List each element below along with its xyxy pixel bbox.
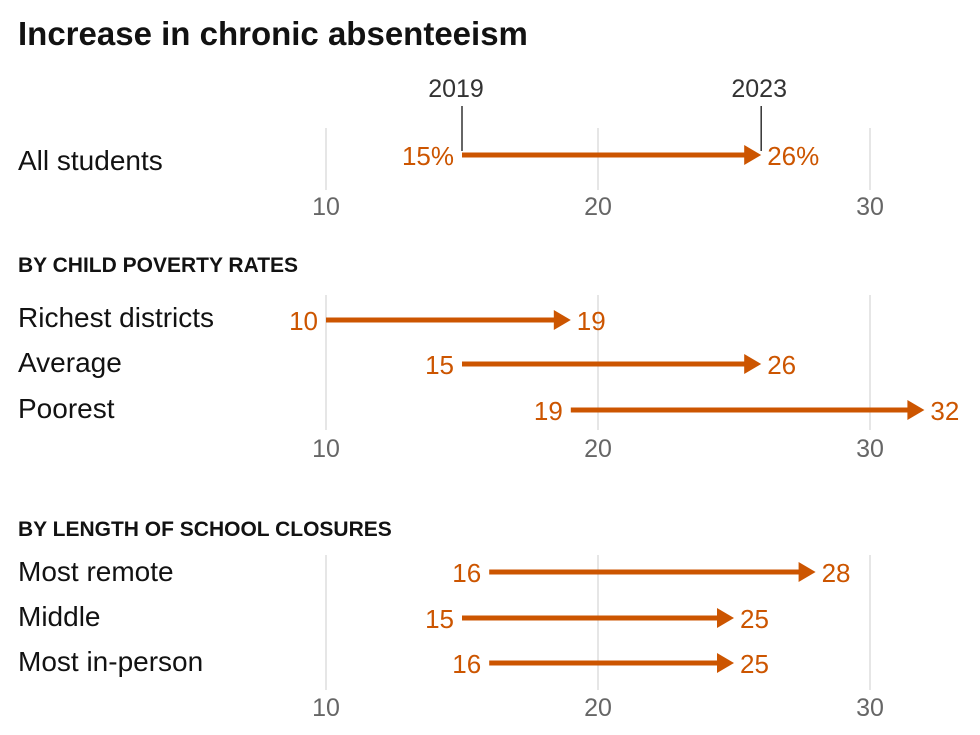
end-value-label: 25 (740, 649, 769, 679)
row-label: Most remote (18, 556, 174, 587)
x-tick-label: 30 (856, 193, 884, 221)
x-tick-label: 30 (856, 435, 884, 463)
end-value-label: 32 (930, 396, 959, 426)
chart-title: Increase in chronic absenteeism (18, 15, 528, 52)
end-value-label: 25 (740, 604, 769, 634)
arrow-head (907, 400, 925, 420)
row-label: All students (18, 145, 163, 176)
start-value-label: 10 (289, 306, 318, 336)
x-tick-label: 10 (312, 694, 340, 722)
row-label: Most in-person (18, 646, 203, 677)
arrow-head (798, 562, 816, 582)
row-label: Richest districts (18, 302, 214, 333)
arrow-head (744, 354, 762, 374)
end-value-label: 19 (577, 306, 606, 336)
x-tick-label: 20 (584, 435, 612, 463)
end-value-label: 26% (767, 141, 819, 171)
section-heading: BY LENGTH OF SCHOOL CLOSURES (18, 518, 392, 541)
end-value-label: 28 (822, 558, 851, 588)
arrow-head (717, 608, 734, 628)
start-value-label: 19 (534, 396, 563, 426)
start-value-label: 15% (402, 141, 454, 171)
x-tick-label: 20 (584, 193, 612, 221)
start-value-label: 15 (425, 350, 454, 380)
row-label: Middle (18, 601, 100, 632)
arrow-head (553, 310, 571, 330)
start-value-label: 16 (452, 558, 481, 588)
x-tick-label: 10 (312, 193, 340, 221)
row-label: Poorest (18, 393, 115, 424)
start-value-label: 15 (425, 604, 454, 634)
arrow-head (744, 145, 762, 165)
end-value-label: 26 (767, 350, 796, 380)
x-tick-label: 30 (856, 694, 884, 722)
section-heading: BY CHILD POVERTY RATES (18, 254, 298, 277)
start-value-label: 16 (452, 649, 481, 679)
end-year-label: 2023 (731, 75, 787, 103)
x-tick-label: 10 (312, 435, 340, 463)
arrow-head (717, 653, 734, 673)
start-year-label: 2019 (428, 75, 484, 103)
row-label: Average (18, 347, 122, 378)
x-tick-label: 20 (584, 694, 612, 722)
